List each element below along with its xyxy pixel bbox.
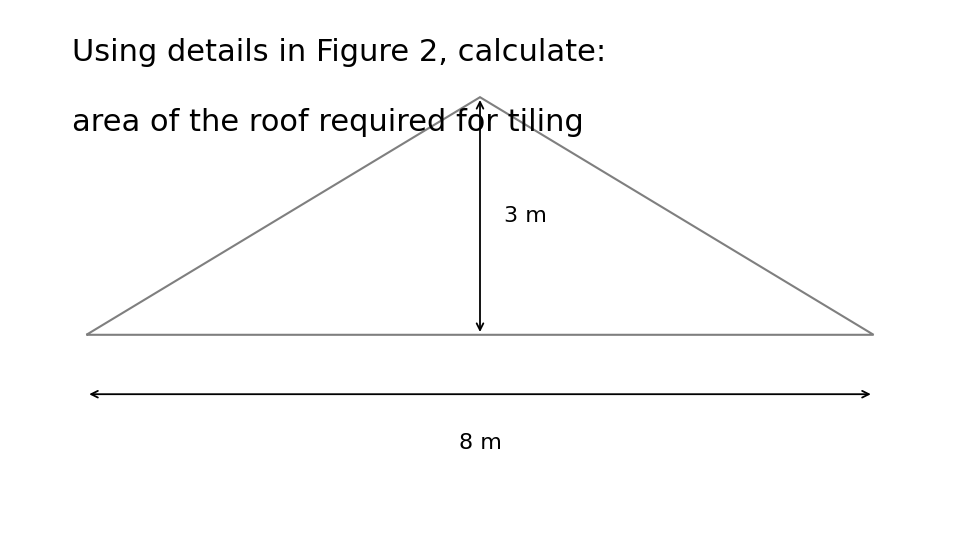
Text: area of the roof required for tiling: area of the roof required for tiling bbox=[72, 108, 584, 137]
Text: 3 m: 3 m bbox=[504, 206, 547, 226]
Text: 8 m: 8 m bbox=[459, 433, 501, 453]
Text: Using details in Figure 2, calculate:: Using details in Figure 2, calculate: bbox=[72, 38, 606, 67]
